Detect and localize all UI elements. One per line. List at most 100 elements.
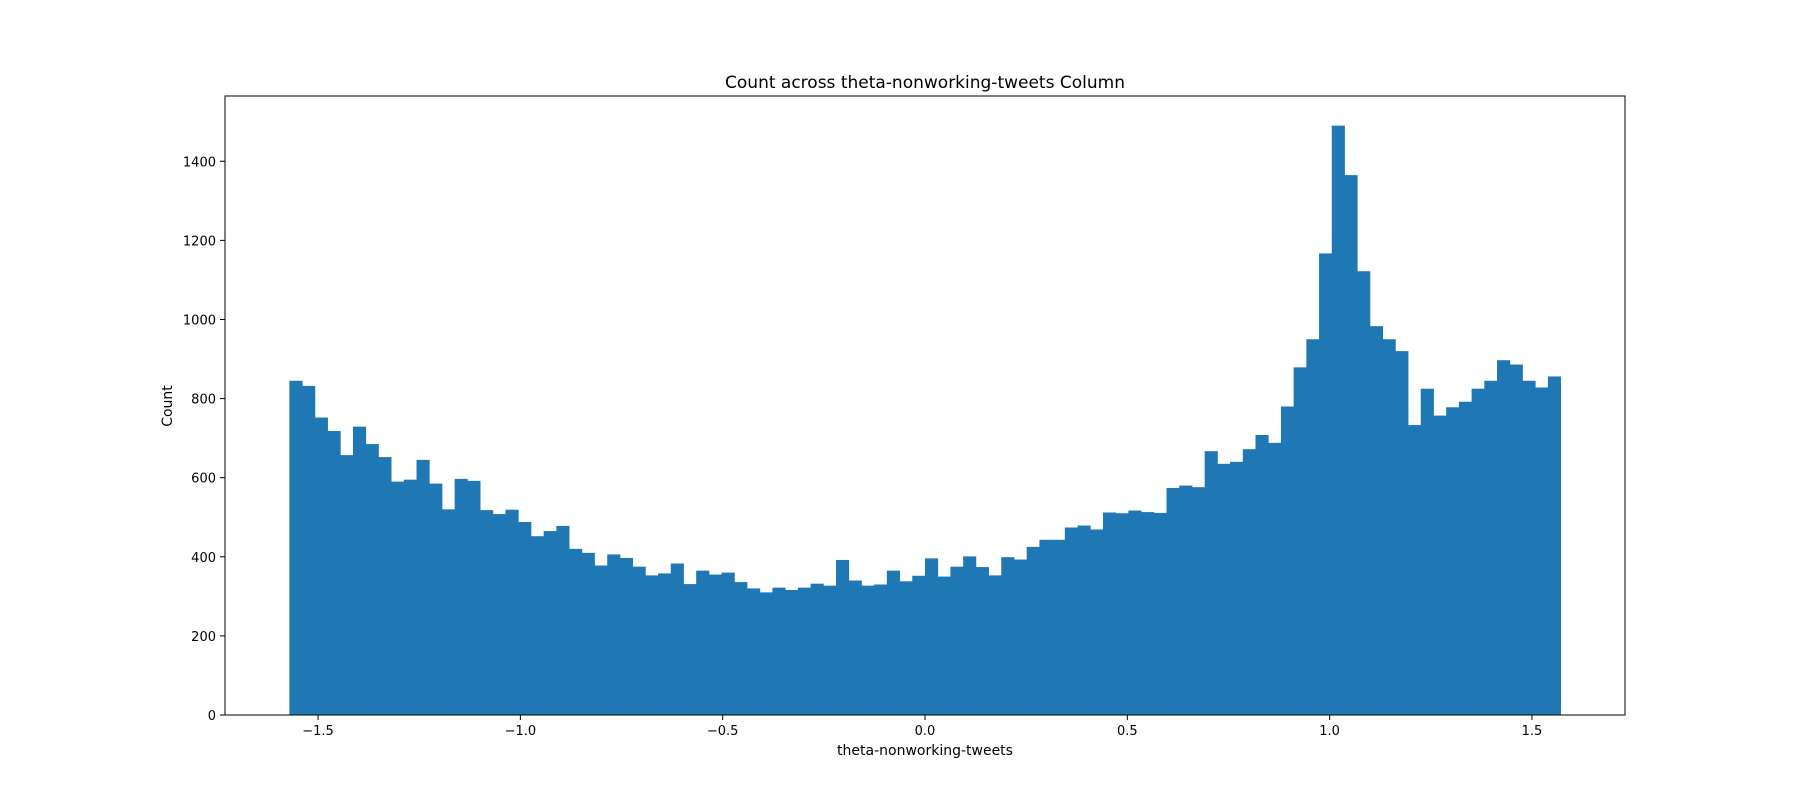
chart-title: Count across theta-nonworking-tweets Col… (725, 73, 1125, 93)
histogram-bar (594, 565, 608, 715)
histogram-bar (1128, 510, 1142, 715)
histogram-bar (518, 521, 532, 715)
histogram-bar (912, 575, 926, 715)
histogram-bar (950, 566, 964, 715)
y-tick-label: 1000 (183, 313, 216, 328)
histogram-bar (441, 509, 456, 715)
histogram-bar (874, 584, 888, 715)
histogram-bar (1052, 539, 1066, 715)
histogram-bar (1535, 387, 1549, 715)
histogram-bar (1408, 425, 1422, 715)
histogram-bar (1446, 407, 1460, 715)
histogram-bar (327, 431, 341, 715)
histogram-bar (1268, 442, 1282, 715)
histogram-bar (1115, 513, 1129, 715)
histogram-bar (886, 570, 900, 715)
histogram-bar (1001, 557, 1015, 715)
histogram-bar (797, 587, 811, 715)
histogram-bar (823, 585, 837, 715)
histogram-bar (581, 552, 595, 715)
histogram-bar (530, 536, 545, 715)
histogram-bar (467, 480, 481, 715)
histogram-bar (683, 584, 697, 715)
histogram-bar (302, 385, 316, 715)
histogram-bar (352, 426, 367, 715)
y-tick-label: 600 (191, 472, 216, 487)
histogram-bar (340, 455, 354, 715)
histogram-bar (658, 573, 672, 715)
histogram-bar (1179, 485, 1193, 715)
histogram-bar (378, 457, 392, 715)
histogram-bar (1242, 449, 1256, 715)
y-tick-label: 1200 (183, 234, 216, 249)
histogram-bar (925, 558, 939, 715)
histogram-bar (1026, 546, 1040, 715)
histogram-bar (1509, 364, 1523, 715)
x-tick-label: −1.5 (302, 724, 334, 739)
y-tick-label: 1400 (183, 155, 216, 170)
histogram-bar (403, 479, 417, 715)
histogram-bar (963, 556, 977, 715)
x-tick-label: −1.0 (505, 724, 537, 739)
histogram-bar (645, 575, 659, 715)
histogram-bar (1331, 125, 1345, 715)
histogram-bar (1141, 512, 1155, 715)
x-axis-label: theta-nonworking-tweets (837, 743, 1013, 759)
histogram-bar (1547, 376, 1561, 715)
histogram-bar (696, 570, 710, 715)
histogram-bar (1064, 527, 1078, 715)
histogram-bar (1230, 461, 1244, 715)
histogram-bar (492, 514, 506, 715)
y-tick-label: 0 (208, 709, 216, 724)
histogram-bar (759, 592, 773, 715)
histogram-bar (1395, 351, 1409, 715)
histogram-bar (391, 481, 405, 715)
y-axis-label: Count (160, 385, 176, 427)
histogram-bar (937, 576, 951, 715)
histogram-bar (1433, 415, 1447, 715)
histogram-bar (314, 417, 328, 715)
y-tick-label: 200 (191, 630, 216, 645)
x-tick-label: −0.5 (707, 724, 739, 739)
histogram-bar (505, 509, 519, 715)
histogram-bar (632, 566, 646, 715)
y-tick-label: 800 (191, 393, 216, 408)
histogram-bar (1191, 487, 1206, 715)
histogram-bar (289, 380, 303, 715)
histogram-bar (454, 478, 468, 715)
histogram-bar (1039, 539, 1053, 715)
histogram-bar (1166, 487, 1180, 715)
histogram-bar (899, 581, 913, 715)
x-tick-label: 1.5 (1522, 724, 1543, 739)
histogram-bar (721, 572, 735, 715)
histogram-bar (1497, 360, 1511, 715)
histogram-bar (975, 567, 989, 715)
histogram-bar (1204, 451, 1218, 715)
histogram-bar (1344, 175, 1358, 716)
histogram-bar (1420, 388, 1434, 715)
histogram-bar (569, 548, 583, 715)
histogram-bar (1077, 525, 1091, 715)
x-tick-label: 0.5 (1117, 724, 1138, 739)
histogram-bar (708, 574, 723, 715)
y-axis: 0 200 400 600 800 1000 1200 1400 (183, 155, 225, 724)
histogram-bar (429, 483, 443, 715)
histogram-bar (1357, 271, 1371, 715)
histogram-bar (848, 580, 862, 715)
histogram-bar (1255, 434, 1269, 715)
histogram-bar (1484, 380, 1498, 715)
x-tick-label: 1.0 (1319, 724, 1340, 739)
histogram-bar (1102, 512, 1117, 715)
histogram-bar (861, 585, 875, 715)
histogram-bar (1382, 339, 1396, 715)
histogram-bar (480, 510, 494, 715)
histogram-bar (734, 582, 748, 715)
histogram-bar (619, 557, 634, 715)
histogram-bar (1369, 326, 1384, 715)
histogram-bar (365, 444, 379, 715)
x-tick-label: 0.0 (915, 724, 936, 739)
histogram-bar (810, 583, 824, 715)
histogram-bar (1217, 463, 1231, 715)
histogram-bar (1458, 401, 1472, 715)
